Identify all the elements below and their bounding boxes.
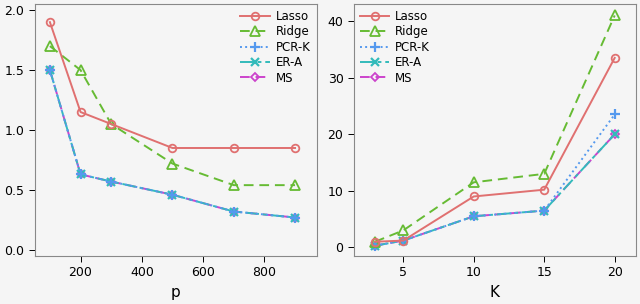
- Legend: Lasso, Ridge, PCR-K, ER-A, MS: Lasso, Ridge, PCR-K, ER-A, MS: [238, 8, 313, 87]
- X-axis label: K: K: [490, 285, 500, 300]
- Legend: Lasso, Ridge, PCR-K, ER-A, MS: Lasso, Ridge, PCR-K, ER-A, MS: [358, 8, 433, 87]
- X-axis label: p: p: [171, 285, 180, 300]
